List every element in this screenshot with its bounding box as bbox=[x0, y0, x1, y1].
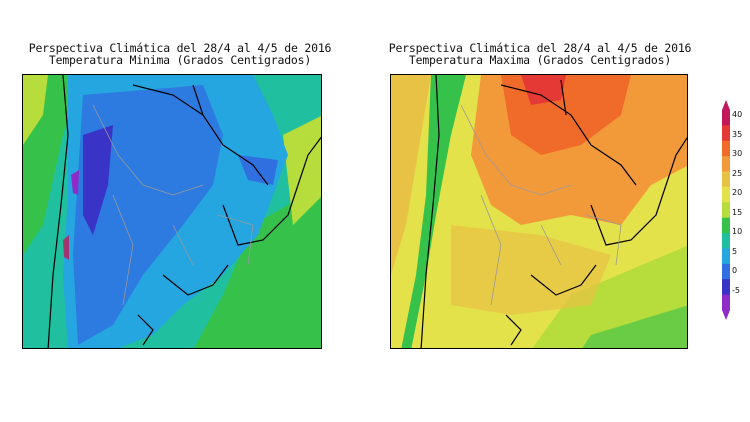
colorbar-tick-label: -5 bbox=[732, 285, 740, 295]
colorbar-tick-label: 10 bbox=[732, 227, 743, 236]
colorbar-tick-label: 0 bbox=[732, 266, 738, 275]
colorbar-scale bbox=[722, 100, 730, 320]
colorbar-segment bbox=[722, 125, 730, 142]
title-line1: Perspectiva Climática del 28/4 al 4/5 de… bbox=[388, 41, 692, 55]
colorbar-segment bbox=[722, 171, 730, 188]
colorbar-segment bbox=[722, 294, 730, 311]
title-line2: Temperatura Minima (Grados Centigrados) bbox=[48, 53, 312, 67]
colorbar-tick-label: 20 bbox=[732, 188, 743, 197]
panel-title-max: Perspectiva Climática del 28/4 al 4/5 de… bbox=[360, 42, 720, 66]
colorbar-top-arrow bbox=[722, 100, 730, 110]
colorbar-segment bbox=[722, 217, 730, 234]
colorbar-segment bbox=[722, 279, 730, 296]
colorbar-tick-label: 30 bbox=[732, 149, 743, 158]
title-line2: Temperatura Maxima (Grados Centigrados) bbox=[408, 53, 672, 67]
map-max-temperature bbox=[390, 74, 688, 349]
colorbar-segment bbox=[722, 202, 730, 219]
colorbar-tick-label: 40 bbox=[732, 110, 743, 119]
title-line1: Perspectiva Climática del 28/4 al 4/5 de… bbox=[28, 41, 332, 55]
colorbar-tick-label: 5 bbox=[732, 246, 738, 256]
colorbar-segment bbox=[722, 156, 730, 173]
colorbar-segment bbox=[722, 248, 730, 265]
colorbar-segment bbox=[722, 263, 730, 280]
colorbar-segment bbox=[722, 140, 730, 157]
colorbar-segment bbox=[722, 110, 730, 126]
colorbar-segment bbox=[722, 233, 730, 249]
colorbar-bottom-arrow bbox=[722, 310, 730, 320]
panel-title-min: Perspectiva Climática del 28/4 al 4/5 de… bbox=[0, 42, 360, 66]
colorbar-tick-label: 25 bbox=[732, 168, 743, 178]
colorbar-segment bbox=[722, 186, 730, 203]
map-min-temperature bbox=[22, 74, 322, 349]
colorbar-tick-label: 35 bbox=[732, 129, 743, 139]
colorbar-tick-label: 15 bbox=[732, 207, 743, 217]
